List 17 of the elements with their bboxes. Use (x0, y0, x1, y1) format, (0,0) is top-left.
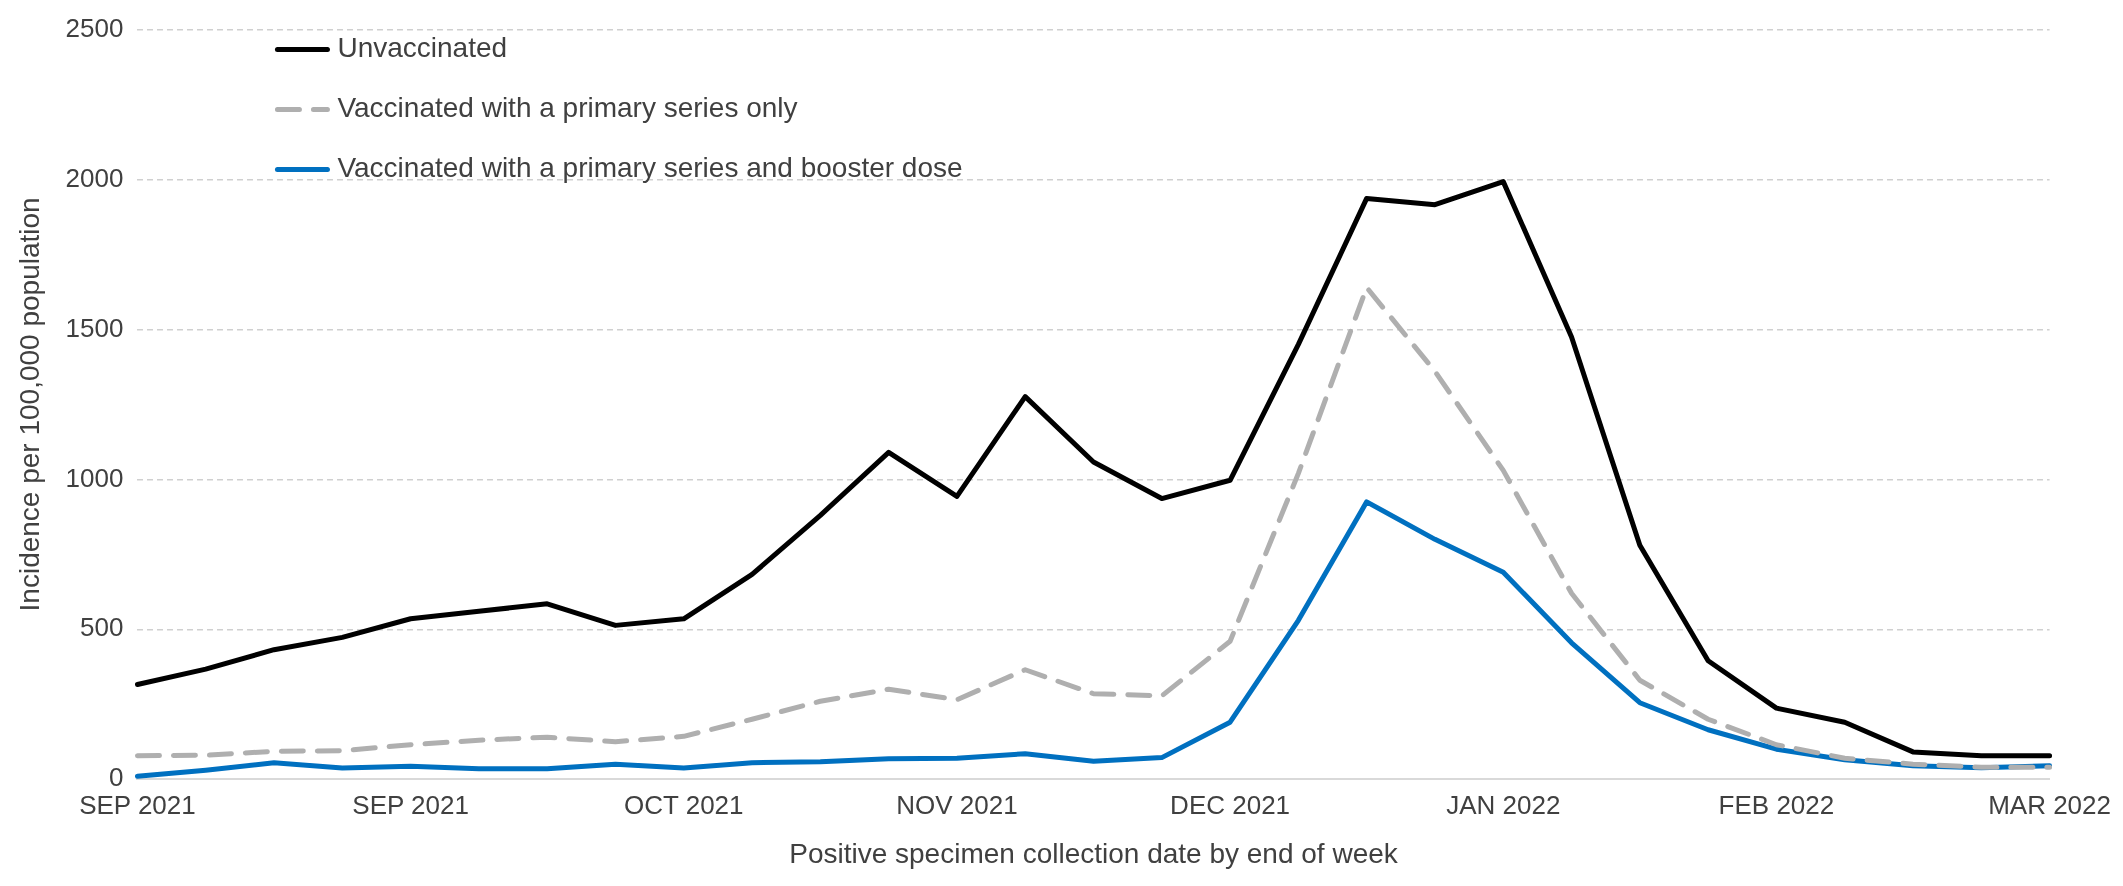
x-tick-label: OCT 2021 (624, 789, 744, 820)
x-tick-label: JAN 2022 (1446, 789, 1561, 820)
x-tick-label: DEC 2021 (1170, 789, 1291, 820)
x-tick-label: FEB 2022 (1718, 789, 1835, 820)
x-tick-label: NOV 2021 (896, 789, 1018, 820)
y-axis-title: Incidence per 100,000 population (13, 197, 45, 612)
y-tick-label: 1500 (65, 312, 124, 343)
x-tick-label: SEP 2021 (352, 789, 469, 820)
legend-label: Vaccinated with a primary series and booster dose (337, 152, 963, 184)
y-tick-label: 1000 (65, 462, 124, 493)
x-tick-label: MAR 2022 (1988, 789, 2111, 820)
y-tick-label: 2500 (65, 12, 124, 43)
x-axis-title: Positive specimen collection date by end of week (789, 837, 1399, 869)
legend-label: Vaccinated with a primary series only (337, 92, 798, 124)
legend-label: Unvaccinated (337, 32, 508, 64)
y-tick-label: 500 (80, 612, 124, 643)
y-tick-label: 2000 (65, 162, 124, 193)
